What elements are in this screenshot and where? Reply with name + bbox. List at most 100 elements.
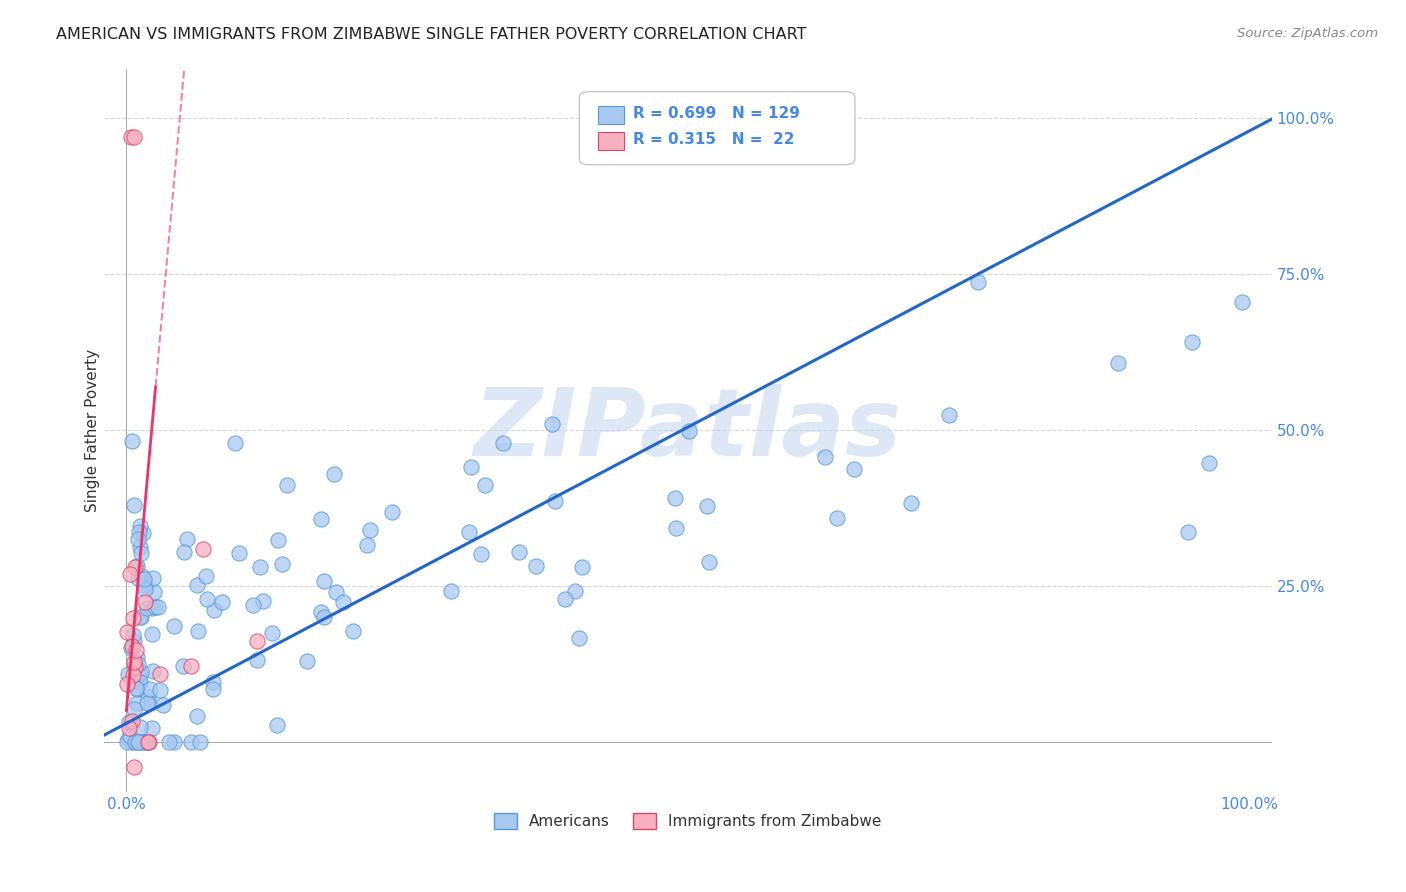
Point: [141, 601, 163, 615]
Point: [134, 572, 156, 586]
Point: [474, 477, 496, 491]
Point: [141, 626, 163, 640]
Point: [492, 436, 515, 450]
Point: [117, 731, 139, 746]
Point: [1177, 524, 1199, 539]
Point: [440, 584, 463, 599]
Point: [938, 409, 960, 423]
Point: [356, 538, 378, 552]
Point: [180, 735, 202, 749]
Point: [202, 602, 225, 616]
Point: [188, 735, 211, 749]
Point: [124, 560, 146, 574]
Point: [121, 434, 143, 448]
Point: [143, 600, 166, 615]
Point: [173, 545, 195, 559]
Point: [132, 525, 155, 540]
Point: [121, 627, 143, 641]
Point: [665, 521, 688, 535]
Text: ZIPatlas: ZIPatlas: [474, 384, 903, 476]
Point: [176, 532, 198, 546]
Point: [136, 697, 159, 711]
Point: [1232, 295, 1254, 310]
Point: [120, 130, 142, 145]
Point: [186, 709, 208, 723]
Point: [195, 569, 218, 583]
Point: [138, 696, 160, 710]
Point: [134, 595, 156, 609]
Point: [664, 491, 686, 506]
Point: [142, 584, 165, 599]
Y-axis label: Single Father Poverty: Single Father Poverty: [86, 349, 100, 512]
Point: [267, 533, 290, 547]
Point: [122, 656, 145, 670]
Point: [314, 609, 336, 624]
Point: [115, 735, 138, 749]
Point: [295, 654, 318, 668]
Point: [201, 681, 224, 696]
Point: [699, 555, 721, 569]
Point: [127, 532, 149, 546]
Point: [193, 541, 215, 556]
Point: [134, 735, 156, 749]
Point: [135, 735, 157, 749]
Point: [115, 625, 138, 640]
Point: [138, 735, 160, 749]
Point: [157, 735, 180, 749]
Point: [122, 668, 145, 682]
Point: [121, 639, 143, 653]
Point: [276, 477, 298, 491]
Point: [342, 624, 364, 639]
Point: [152, 698, 174, 712]
Point: [252, 594, 274, 608]
Point: [228, 546, 250, 560]
Point: [127, 571, 149, 585]
Point: [135, 735, 157, 749]
Point: [678, 425, 700, 439]
Text: AMERICAN VS IMMIGRANTS FROM ZIMBABWE SINGLE FATHER POVERTY CORRELATION CHART: AMERICAN VS IMMIGRANTS FROM ZIMBABWE SIN…: [56, 27, 807, 42]
Point: [141, 721, 163, 735]
Point: [568, 631, 591, 645]
Point: [323, 467, 346, 481]
Point: [541, 417, 564, 432]
Point: [121, 735, 143, 749]
Point: [139, 681, 162, 696]
Point: [564, 584, 586, 599]
Point: [125, 681, 148, 695]
Point: [332, 595, 354, 609]
Point: [142, 665, 165, 679]
Point: [1198, 457, 1220, 471]
Point: [359, 523, 381, 537]
Point: [121, 611, 143, 625]
Point: [309, 605, 332, 619]
Point: [270, 557, 292, 571]
Point: [122, 633, 145, 648]
Point: [125, 642, 148, 657]
Point: [825, 511, 848, 525]
Point: [122, 702, 145, 716]
Point: [129, 541, 152, 555]
Point: [245, 633, 267, 648]
Point: [508, 545, 530, 559]
Point: [162, 735, 184, 749]
Point: [136, 690, 159, 704]
Point: [381, 505, 404, 519]
Point: [115, 677, 138, 691]
Point: [967, 275, 990, 289]
Point: [129, 610, 152, 624]
Point: [162, 619, 184, 633]
Point: [125, 650, 148, 665]
Point: [120, 729, 142, 743]
Point: [128, 675, 150, 690]
Point: [180, 659, 202, 673]
Text: R = 0.315   N =  22: R = 0.315 N = 22: [633, 132, 794, 147]
Point: [122, 760, 145, 774]
Bar: [598, 132, 624, 150]
Point: [122, 130, 145, 145]
Point: [127, 657, 149, 672]
Point: [224, 436, 246, 450]
Point: [211, 595, 233, 609]
Point: [128, 671, 150, 685]
Point: [146, 599, 169, 614]
Point: [149, 682, 172, 697]
